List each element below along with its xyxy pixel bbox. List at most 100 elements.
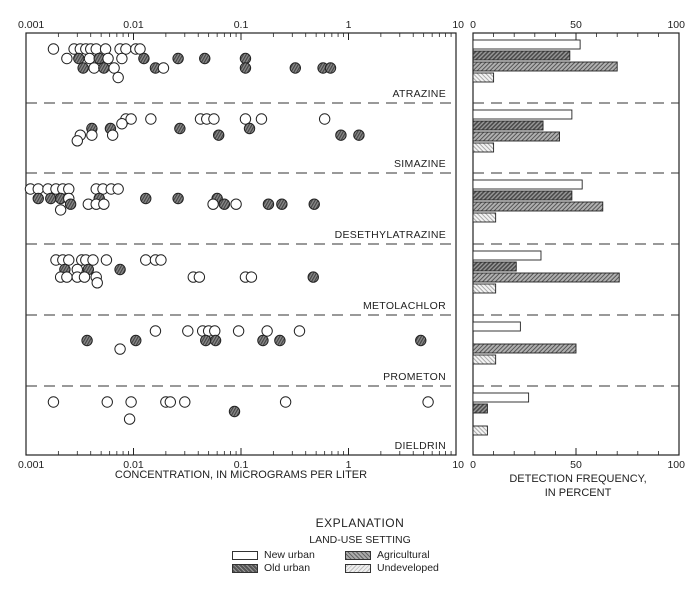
data-point [98,62,110,74]
bar-agricultural [472,272,620,283]
bar-tick-label-top: 0 [470,19,476,31]
x-tick-label-bottom: 0.001 [18,459,44,471]
data-point [243,122,256,135]
x-tick-label-top: 0.1 [234,19,249,31]
old-urban-swatch [232,563,258,573]
data-point [172,52,184,65]
bar-tick-label-top: 100 [667,19,685,31]
explanation-subtitle: LAND-USE SETTING [309,534,411,546]
scatter-x-ticks: 0.001 0.001 0.01 0.01 0.1 0.1 1 1 10 10 [18,19,464,471]
data-point [61,271,73,283]
bar-agricultural [472,201,604,212]
bar-tick-label-bottom: 0 [470,459,476,471]
data-point [64,198,77,210]
data-point [262,198,275,210]
data-point [293,325,306,337]
data-point [83,52,96,65]
data-point [239,62,252,74]
data-point [318,113,331,125]
bar-undeveloped [472,72,495,83]
legend-item-undeveloped: Undeveloped [345,562,455,574]
bar-agricultural [472,61,618,72]
new-urban-swatch [232,550,258,560]
data-point [100,254,113,266]
x-tick-label-top: 1 [346,19,352,31]
data-point [78,271,91,283]
data-point [61,52,73,65]
bar-old-urban [472,261,517,272]
data-point [47,43,60,55]
bar-undeveloped [472,425,488,436]
legend-label: Agricultural [377,549,430,561]
compound-labels: ATRAZINE SIMAZINE DESETHYLATRAZINE METOLACH… [335,88,446,452]
data-point [200,334,212,347]
bar-x-axis-label-line-2: IN PERCENT [545,487,612,499]
x-tick-label-bottom: 10 [452,459,464,471]
bar-x-ticks: 0 0 50 50 100 100 [470,19,685,471]
x-tick-label-top: 0.01 [123,19,144,31]
bar-undeveloped [472,283,497,294]
legend-label: Undeveloped [377,562,439,574]
data-point [101,396,113,408]
data-point [125,396,137,408]
compound-label: ATRAZINE [392,88,446,100]
bar-old-urban [472,120,544,131]
data-point [193,271,206,283]
data-point [116,118,128,130]
data-point [209,325,221,337]
data-point [99,43,112,55]
data-point [415,334,427,347]
bar-new-urban [472,179,583,190]
detection-bars [472,39,620,436]
bar-new-urban [472,39,581,50]
x-tick-label-top: 0.001 [18,19,44,31]
data-point [208,113,220,125]
data-point [73,52,85,65]
data-point [114,343,126,355]
compound-label: METOLACHLOR [363,300,446,312]
data-point [308,198,320,210]
explanation-legend: EXPLANATION LAND-USE SETTING New urban A… [210,516,510,574]
bar-plot-frame [472,32,680,456]
legend-grid: New urban Agricultural Old urban Undevel… [232,549,510,574]
data-point [209,334,222,347]
data-point [81,334,93,347]
data-point [174,122,186,135]
data-point [54,204,67,216]
data-point [71,135,83,147]
data-point [239,113,252,125]
legend-item-old-urban: Old urban [232,562,337,574]
data-point [245,271,258,283]
data-point [87,254,99,266]
data-point [91,277,103,289]
bar-panel-dividers [473,102,679,387]
data-point [289,62,302,74]
data-point [179,396,191,408]
data-point [232,325,245,337]
data-point [212,129,225,141]
data-point [116,52,128,65]
data-point [125,113,137,125]
bar-undeveloped [472,354,497,365]
data-point [255,113,268,125]
data-point [140,254,152,266]
data-point [120,43,132,55]
data-point [261,325,273,337]
data-point [114,263,126,276]
data-point [164,396,177,408]
data-point [140,192,152,205]
data-point [88,62,100,74]
data-point [130,334,142,347]
data-point [307,271,319,283]
data-point [157,62,170,74]
x-tick-label-bottom: 0.01 [123,459,144,471]
data-point [108,62,120,74]
data-point [63,183,75,195]
data-point [86,129,98,141]
bar-x-axis-label-line-1: DETECTION FREQUENCY, [509,473,646,485]
data-point [182,325,194,337]
data-point [239,52,252,65]
legend-item-agricultural: Agricultural [345,549,455,561]
bar-tick-label-bottom: 50 [570,459,582,471]
x-tick-label-bottom: 1 [346,459,352,471]
